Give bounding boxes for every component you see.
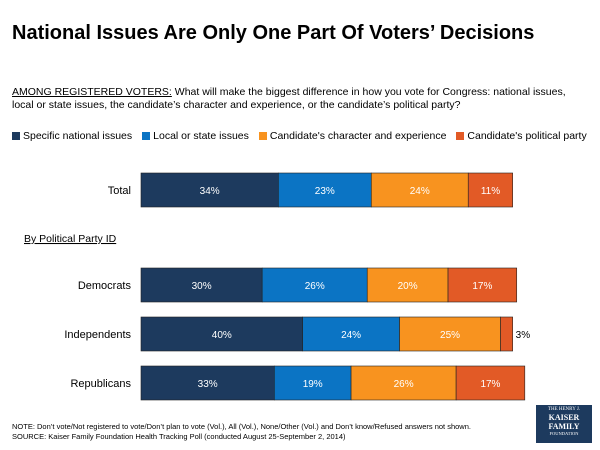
bar-democrats-specific-national-issues — [140, 267, 263, 303]
category-label-total: Total — [108, 185, 131, 197]
bar-republicans-candidate-s-political-party — [455, 365, 526, 401]
bar-total-candidate-s-character-and-experience — [370, 172, 469, 208]
legend-item-character: Candidate's character and experience — [258, 130, 447, 142]
note-text: NOTE: Don’t vote/Not registered to vote/… — [12, 422, 471, 431]
legend-swatch-party — [456, 132, 465, 140]
bar-democrats-local-or-state-issues — [261, 267, 368, 303]
data-label-democrats-local-or-state-issues: 26% — [305, 281, 325, 292]
logo-line2: FAMILY — [548, 422, 580, 431]
bar-democrats-candidate-s-political-party — [447, 267, 518, 303]
survey-question: AMONG REGISTERED VOTERS: What will make … — [12, 86, 590, 112]
data-label-democrats-candidate-s-character-and-experience: 20% — [398, 281, 418, 292]
kff-logo: THE HENRY J. KAISER FAMILY FOUNDATION — [536, 405, 592, 443]
bar-republicans-specific-national-issues — [140, 365, 275, 401]
logo-top-text: THE HENRY J. — [547, 407, 581, 412]
data-label-republicans-specific-national-issues: 33% — [198, 379, 218, 390]
bar-democrats-candidate-s-character-and-experience — [366, 267, 449, 303]
legend-item-party: Candidate's political party — [456, 130, 587, 142]
legend-label-character: Candidate's character and experience — [269, 130, 447, 142]
bar-independents-candidate-s-political-party — [500, 316, 513, 352]
data-label-total-local-or-state-issues: 23% — [315, 186, 335, 197]
bar-total-local-or-state-issues — [278, 172, 372, 208]
bar-independents-specific-national-issues — [140, 316, 303, 352]
data-label-independents-local-or-state-issues: 24% — [341, 330, 361, 341]
legend-item-local: Local or state issues — [142, 130, 249, 142]
legend-swatch-national — [12, 132, 20, 140]
data-label-independents-candidate-s-character-and-experience: 25% — [440, 330, 460, 341]
subgroup-label: By Political Party ID — [24, 233, 117, 245]
question-lead: AMONG REGISTERED VOTERS: — [12, 86, 172, 98]
data-label-republicans-candidate-s-political-party: 17% — [480, 379, 500, 390]
chart-title: National Issues Are Only One Part Of Vot… — [12, 22, 535, 44]
legend-label-party: Candidate's political party — [467, 130, 587, 142]
data-label-republicans-candidate-s-character-and-experience: 26% — [394, 379, 414, 390]
bar-independents-candidate-s-character-and-experience — [399, 316, 501, 352]
bar-independents-local-or-state-issues — [302, 316, 400, 352]
data-label-total-specific-national-issues: 34% — [200, 186, 220, 197]
bar-total-candidate-s-political-party — [467, 172, 513, 208]
legend: Specific national issues Local or state … — [12, 130, 600, 142]
legend-swatch-character — [258, 132, 267, 140]
data-label-total-candidate-s-character-and-experience: 24% — [410, 186, 430, 197]
data-label-republicans-local-or-state-issues: 19% — [303, 379, 323, 390]
logo-line1: KAISER — [548, 413, 580, 422]
source-text: SOURCE: Kaiser Family Foundation Health … — [12, 432, 346, 441]
stacked-bar-chart: By Political Party ID Total 34% 23% 24% 11% De… — [24, 172, 531, 401]
legend-item-national: Specific national issues — [12, 130, 132, 142]
legend-swatch-local — [142, 132, 151, 140]
data-label-democrats-specific-national-issues: 30% — [192, 281, 212, 292]
data-label-independents-specific-national-issues: 40% — [212, 330, 232, 341]
legend-label-national: Specific national issues — [23, 130, 133, 142]
data-label-independents-candidate-s-political-party: 3% — [516, 330, 531, 341]
category-label-independents: Independents — [64, 329, 131, 341]
category-label-democrats: Democrats — [78, 280, 132, 292]
logo-bottom-text: FOUNDATION — [549, 431, 579, 436]
data-label-democrats-candidate-s-political-party: 17% — [472, 281, 492, 292]
legend-label-local: Local or state issues — [153, 130, 249, 142]
data-label-total-candidate-s-political-party: 11% — [481, 186, 500, 197]
question-text: What will make the biggest difference in… — [12, 86, 566, 111]
category-label-republicans: Republicans — [70, 378, 131, 390]
footnote: NOTE: Don’t vote/Not registered to vote/… — [12, 422, 542, 442]
